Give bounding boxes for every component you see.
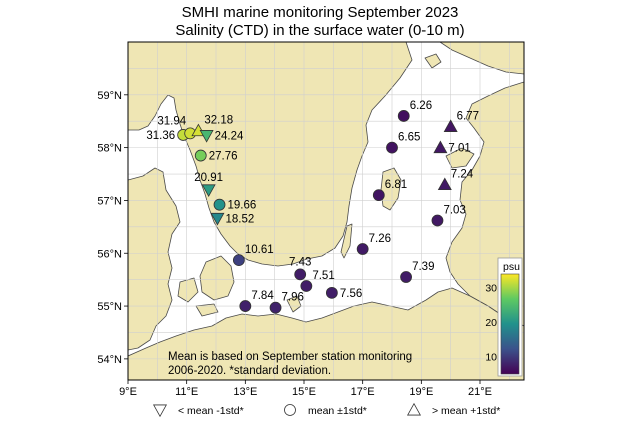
legend-label: mean ±1std*: [308, 405, 367, 417]
station-triangle-up-marker: [443, 119, 458, 132]
station-value-label: 20.91: [194, 172, 223, 184]
station-circle-marker: [356, 243, 369, 255]
station-circle-marker: [431, 214, 444, 227]
station-circle-marker: [294, 268, 307, 281]
station-value-label: 7.01: [448, 143, 470, 155]
legend-triangle-down-icon: [152, 404, 168, 418]
station-value-label: 6.77: [457, 111, 479, 123]
x-tick-label: 13°E: [233, 386, 257, 398]
station-circle-marker: [386, 141, 398, 154]
map-subtitle: Salinity (CTD) in the surface water (0-1…: [175, 22, 465, 39]
jutland-land: [128, 167, 181, 351]
station-triangle-down-marker: [201, 184, 216, 198]
colorbar-tick-label: 20: [485, 317, 497, 329]
station-value-label: 18.52: [225, 213, 254, 225]
map-frame: [127, 41, 525, 381]
graticule: [128, 42, 524, 380]
station-circle-marker: [400, 271, 412, 283]
note-line-2: 2006-2020. *standard deviation.: [168, 365, 331, 377]
note-line-1: Mean is based on September station monit…: [168, 351, 412, 363]
axis-ticks: 9°E 11°E 13°E 15°E 17°E 19°E 21°E 54°N 55°N 56°N 5…: [97, 90, 492, 398]
station-value-label: 7.96: [282, 292, 304, 304]
station-value-label: 7.26: [369, 233, 391, 245]
station-circle-marker: [269, 301, 282, 314]
x-tick-label: 19°E: [409, 386, 433, 398]
station-circle-marker: [372, 189, 385, 202]
station-value-label: 7.39: [412, 261, 434, 273]
station-circle-marker: [397, 110, 410, 122]
colorbar-gradient: [500, 273, 520, 375]
station-value-label: 6.65: [398, 132, 420, 144]
station-value-label: 6.81: [385, 179, 407, 191]
saaremaa-island: [445, 147, 475, 169]
station-triangle-up-marker: [437, 177, 452, 191]
station-value-label: 31.94: [157, 115, 186, 127]
legend-circle-icon: [284, 404, 296, 416]
aland-islands: [424, 53, 442, 69]
scandinavia-land: [128, 42, 413, 267]
funen-island: [177, 277, 199, 303]
station-circle-marker: [232, 254, 245, 267]
y-tick-label: 58°N: [97, 143, 122, 155]
station-circle-marker: [239, 300, 252, 312]
station-value-label: 7.56: [340, 288, 362, 300]
station-markers: 31.36 31.94 32.18 24.24 27.76 20.91 19.6618.52…: [146, 100, 479, 314]
colorbar-tick-label: 30: [485, 282, 497, 294]
station-value-label: 6.26: [410, 100, 432, 112]
station-circle-marker: [194, 149, 207, 162]
station-value-label: 7.43: [289, 256, 311, 268]
x-tick-label: 21°E: [468, 386, 492, 398]
map-title: SMHI marine monitoring September 2023: [181, 4, 459, 21]
station-circle-marker: [213, 198, 226, 211]
legend-label: > mean +1std*: [432, 405, 500, 417]
x-tick-label: 17°E: [351, 386, 375, 398]
station-value-label: 7.03: [443, 205, 465, 217]
station-value-label: 31.36: [146, 130, 175, 142]
legend-triangle-up-icon: [406, 402, 422, 416]
colorbar-unit: psu: [503, 261, 520, 273]
station-value-label: 7.84: [251, 290, 274, 302]
station-circle-marker: [300, 280, 313, 292]
zealand-island: [199, 255, 235, 301]
station-value-label: 27.76: [209, 151, 238, 163]
y-tick-label: 56°N: [97, 248, 122, 260]
x-tick-label: 11°E: [175, 386, 198, 398]
station-value-label: 10.61: [245, 244, 274, 256]
station-value-label: 24.24: [215, 130, 244, 142]
y-tick-label: 55°N: [97, 301, 122, 313]
colorbar-ticks: 10 20 30: [485, 282, 497, 363]
colorbar-tick-label: 10: [485, 351, 497, 363]
oland-island: [340, 223, 353, 259]
finland-land: [439, 42, 524, 75]
station-triangle-down-marker: [210, 212, 225, 226]
legend-label: < mean -1std*: [178, 405, 244, 417]
y-tick-label: 59°N: [97, 90, 122, 102]
y-tick-label: 54°N: [97, 354, 122, 366]
station-value-label: 19.66: [228, 200, 257, 212]
y-tick-label: 57°N: [97, 195, 122, 207]
station-value-label: 7.51: [312, 270, 334, 282]
x-tick-label: 15°E: [292, 386, 316, 398]
southern-coast-land: [128, 287, 524, 380]
lolland-island: [195, 303, 219, 317]
station-circle-marker: [325, 286, 338, 299]
station-value-label: 32.18: [204, 115, 233, 127]
marker-legend: < mean -1std* mean ±1std* > mean +1std*: [152, 402, 500, 418]
station-value-label: 7.24: [451, 169, 474, 181]
station-triangle-up-marker: [433, 140, 448, 154]
station-triangle-down-marker: [199, 130, 214, 143]
colorbar: psu 10 20 30: [485, 257, 523, 377]
x-tick-label: 9°E: [119, 386, 137, 398]
